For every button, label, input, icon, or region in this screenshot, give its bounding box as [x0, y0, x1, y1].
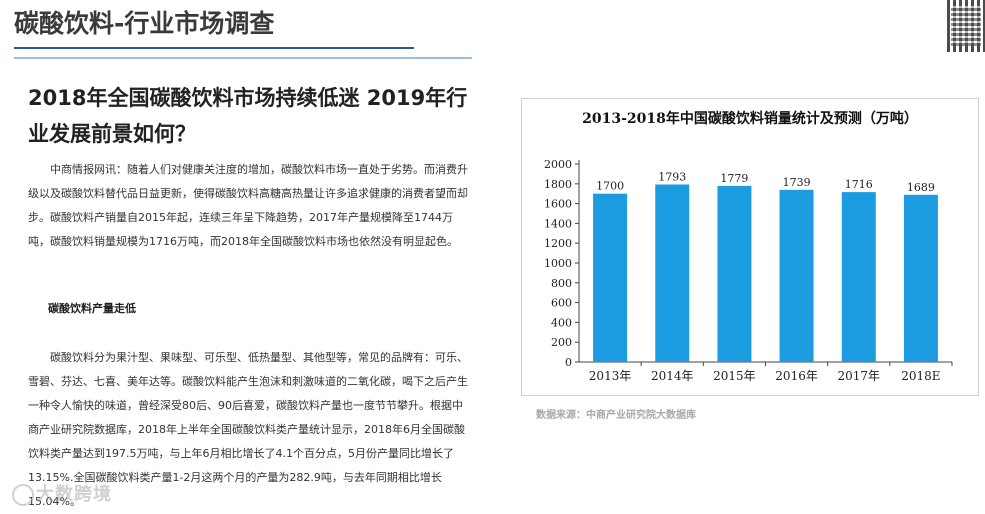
data-label: 1700 — [596, 180, 624, 193]
y-tick-label: 0 — [565, 356, 572, 369]
bar-chart: 2013-2018年中国碳酸饮料销量统计及预测（万吨） 0 200 400 600 800… — [544, 110, 953, 383]
bar — [841, 192, 876, 362]
data-label: 1793 — [658, 170, 686, 183]
article-paragraph-body: 碳酸饮料分为果汁型、果味型、可乐型、低热量型、其他型等，常见的品牌有：可乐、雪碧… — [28, 346, 468, 514]
data-label: 1779 — [720, 172, 748, 185]
y-tick-label: 1600 — [544, 198, 572, 211]
chart-panel: 2013-2018年中国碳酸饮料销量统计及预测（万吨） 0 200 400 600 800… — [521, 98, 979, 396]
y-tick-label: 600 — [551, 297, 572, 310]
y-tick-label: 1800 — [544, 178, 572, 191]
x-tick-label: 2017年 — [837, 369, 880, 383]
bar — [655, 184, 690, 362]
x-tick-label: 2018E — [901, 369, 940, 383]
paragraph-intro-text: 中商情报网讯：随着人们对健康关注度的增加，碳酸饮料市场一直处于劣势。而消费升级以… — [28, 163, 468, 248]
section-heading: 碳酸饮料产量走低 — [48, 302, 136, 315]
paragraph-body-text: 碳酸饮料分为果汁型、果味型、可乐型、低热量型、其他型等，常见的品牌有：可乐、雪碧… — [28, 351, 468, 508]
bar — [593, 193, 628, 362]
title-underline — [14, 47, 414, 49]
y-tick-label: 1400 — [544, 217, 572, 230]
article-paragraph-intro: 中商情报网讯：随着人们对健康关注度的增加，碳酸饮料市场一直处于劣势。而消费升级以… — [28, 158, 468, 254]
x-tick-label: 2015年 — [713, 369, 756, 383]
y-tick-label: 800 — [551, 277, 572, 290]
data-label: 1689 — [907, 181, 935, 194]
title-underline-secondary — [14, 57, 472, 59]
article-headline: 2018年全国碳酸饮料市场持续低迷 2019年行业发展前景如何？ — [28, 86, 468, 146]
y-tick-label: 1200 — [544, 237, 572, 250]
x-tick-label: 2016年 — [775, 369, 818, 383]
data-label: 1739 — [783, 176, 811, 189]
watermark-logo-icon — [12, 484, 34, 506]
page-title: 碳酸饮料-行业市场调查 — [14, 9, 275, 38]
bar — [779, 189, 814, 362]
chart-title: 2013-2018年中国碳酸饮料销量统计及预测（万吨） — [582, 110, 918, 127]
data-label: 1716 — [845, 178, 873, 191]
y-tick-label: 1000 — [544, 257, 572, 270]
watermark: 大数跨境 — [36, 480, 112, 506]
source-note: 数据来源：中商产业研究院大数据库 — [536, 410, 696, 421]
y-tick-label: 2000 — [544, 158, 572, 171]
bar — [903, 194, 938, 362]
qr-code-icon — [947, 0, 985, 52]
x-tick-label: 2014年 — [651, 369, 694, 383]
bar — [717, 185, 752, 362]
watermark-text: 大数跨境 — [36, 484, 112, 505]
y-tick-label: 400 — [551, 316, 572, 329]
x-tick-label: 2013年 — [589, 369, 632, 383]
y-tick-label: 200 — [551, 336, 572, 349]
